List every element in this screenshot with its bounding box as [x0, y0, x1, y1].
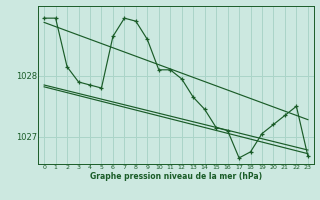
X-axis label: Graphe pression niveau de la mer (hPa): Graphe pression niveau de la mer (hPa): [90, 172, 262, 181]
